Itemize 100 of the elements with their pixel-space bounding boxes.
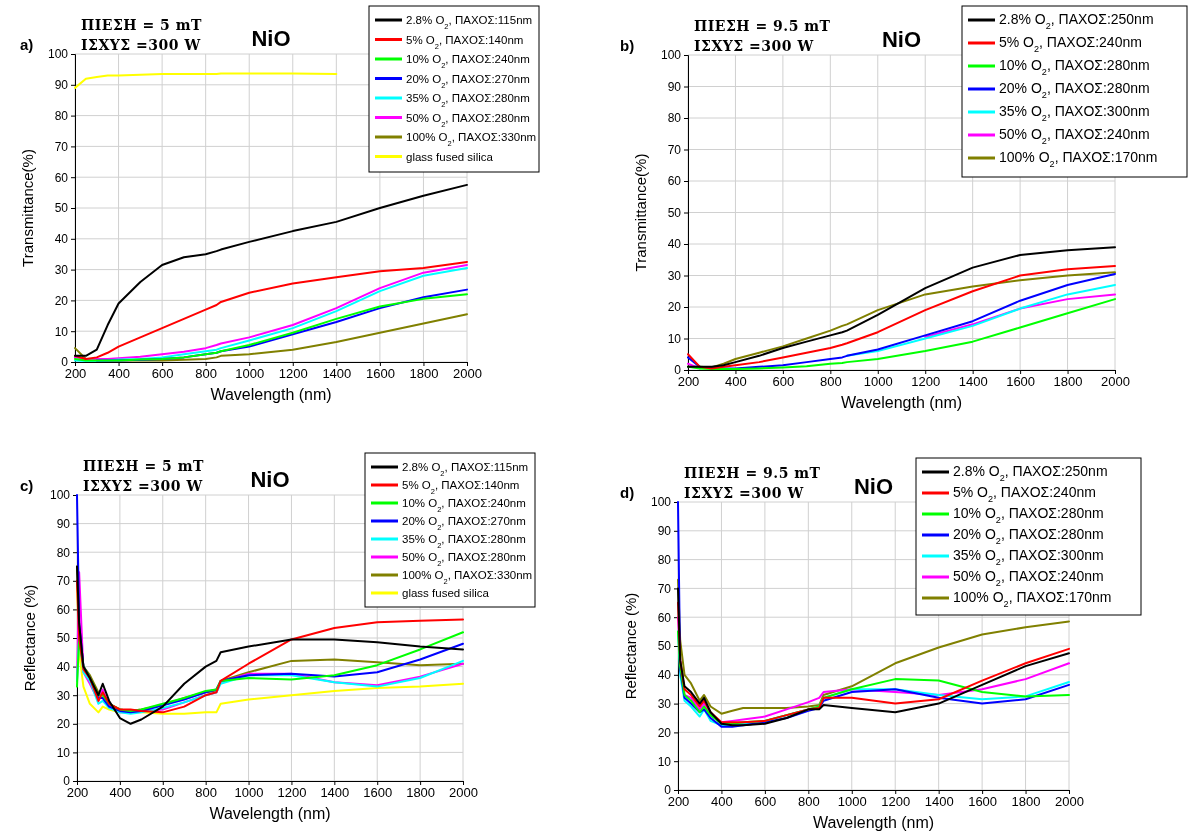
legend-label: 5% O$_{2}$, ΠΑΧΟΣ:240nm — [999, 34, 1142, 54]
text: d) — [620, 484, 635, 501]
y-tick-label: 80 — [667, 111, 682, 126]
x-tick-label: 1000 — [235, 366, 265, 382]
legend-label: 10% O$_{2}$, ΠΑΧΟΣ:280nm — [953, 505, 1104, 525]
text: ΙΣΧΥΣ =300 W — [81, 37, 201, 53]
legend-label: 50% O$_{2}$, ΠΑΧΟΣ:280nm — [406, 111, 530, 128]
legend-label: 10% O$_{2}$, ΠΑΧΟΣ:280nm — [999, 57, 1150, 77]
x-tick-label: 1200 — [881, 794, 911, 810]
y-tick-label: 40 — [54, 232, 69, 247]
y-tick-label: 40 — [667, 237, 682, 252]
x-tick-label: 1800 — [1053, 374, 1083, 390]
x-tick-label: 1000 — [837, 794, 867, 810]
legend-label: 20% O$_{2}$, ΠΑΧΟΣ:270nm — [402, 515, 526, 532]
y-tick-label: 30 — [667, 268, 682, 283]
text: ΙΣΧΥΣ =300 W — [684, 485, 804, 501]
y-tick-label: 40 — [56, 659, 71, 674]
legend-label: 20% O$_{2}$, ΠΑΧΟΣ:270nm — [406, 72, 530, 89]
legend-label: 5% O$_{2}$, ΠΑΧΟΣ:140nm — [406, 33, 524, 50]
legend-label: 20% O$_{2}$, ΠΑΧΟΣ:280nm — [999, 80, 1150, 100]
y-tick-label: 70 — [657, 581, 672, 596]
y-axis-title: Reflectance (%) — [622, 592, 639, 700]
chart-title: NiO — [250, 467, 290, 492]
x-tick-label: 2000 — [1101, 374, 1130, 390]
y-tick-label: 60 — [657, 610, 672, 625]
x-tick-label: 1200 — [278, 366, 308, 382]
text: c) — [20, 477, 34, 494]
legend-label: 5% O$_{2}$, ΠΑΧΟΣ:140nm — [402, 479, 520, 496]
legend-label: 100% O$_{2}$, ΠΑΧΟΣ:330nm — [402, 569, 533, 586]
legend-label: 2.8% O$_{2}$, ΠΑΧΟΣ:250nm — [999, 11, 1154, 31]
text: ΠΙΕΣΗ = 5 mT — [81, 17, 202, 33]
y-axis-title: Transmittance(%) — [19, 149, 36, 267]
y-tick-label: 10 — [657, 754, 672, 769]
y-tick-label: 70 — [54, 139, 69, 154]
x-tick-label: 1400 — [924, 794, 954, 810]
x-tick-label: 1600 — [365, 366, 395, 382]
y-tick-label: 10 — [54, 324, 69, 339]
x-tick-label: 1400 — [958, 374, 988, 390]
legend-label: 100% O$_{2}$, ΠΑΧΟΣ:330nm — [406, 131, 537, 148]
legend-label: 50% O$_{2}$, ΠΑΧΟΣ:240nm — [953, 568, 1104, 588]
x-tick-label: 600 — [754, 794, 777, 810]
y-tick-label: 10 — [667, 331, 682, 346]
x-tick-label: 1000 — [234, 785, 264, 801]
y-axis-title: Reflectance (%) — [21, 584, 38, 692]
y-tick-label: 90 — [667, 79, 682, 94]
y-tick-label: 90 — [54, 78, 69, 93]
y-tick-label: 50 — [657, 639, 672, 654]
text: ΠΙΕΣΗ = 9.5 mT — [694, 18, 831, 34]
text: ΙΣΧΥΣ =300 W — [694, 38, 814, 54]
x-axis-title: Wavelength (nm) — [209, 805, 331, 822]
y-tick-label: 60 — [54, 170, 69, 185]
x-tick-label: 1600 — [1006, 374, 1036, 390]
x-tick-label: 1800 — [406, 785, 436, 801]
legend-label: 35% O$_{2}$, ΠΑΧΟΣ:300nm — [953, 547, 1104, 567]
y-tick-label: 50 — [54, 201, 69, 216]
x-tick-label: 600 — [152, 785, 175, 801]
chart-title: NiO — [881, 27, 922, 52]
x-tick-label: 400 — [725, 374, 747, 390]
x-tick-label: 1200 — [277, 785, 307, 801]
chart-title: NiO — [251, 26, 291, 51]
y-tick-label: 90 — [657, 524, 672, 539]
y-tick-label: 20 — [667, 300, 682, 315]
legend-label: 100% O$_{2}$, ΠΑΧΟΣ:170nm — [953, 589, 1112, 609]
y-tick-label: 20 — [54, 293, 69, 308]
text: ΠΙΕΣΗ = 5 mT — [83, 458, 204, 474]
x-tick-label: 2000 — [449, 785, 478, 801]
y-tick-label: 20 — [56, 717, 71, 732]
x-tick-label: 800 — [819, 374, 842, 390]
x-tick-label: 2000 — [1055, 794, 1084, 810]
x-tick-label: 1600 — [968, 794, 998, 810]
y-tick-label: 50 — [56, 631, 71, 646]
x-tick-label: 1400 — [320, 785, 350, 801]
text: ΠΙΕΣΗ = 9.5 mT — [684, 465, 821, 481]
x-tick-label: 1200 — [911, 374, 941, 390]
legend-label: 2.8% O$_{2}$, ΠΑΧΟΣ:115nm — [406, 14, 533, 31]
x-tick-label: 400 — [109, 785, 132, 801]
text: b) — [620, 37, 635, 54]
line-series — [74, 72, 338, 89]
x-tick-label: 400 — [108, 366, 130, 382]
y-tick-label: 80 — [657, 552, 672, 567]
x-tick-label: 1000 — [863, 374, 893, 390]
y-tick-label: 100 — [49, 488, 71, 503]
x-axis-title: Wavelength (nm) — [840, 394, 963, 411]
y-tick-label: 80 — [54, 108, 69, 123]
y-tick-label: 100 — [650, 495, 672, 510]
y-tick-label: 80 — [56, 545, 71, 560]
chart-title: NiO — [853, 474, 894, 499]
y-tick-label: 70 — [56, 574, 71, 589]
y-tick-label: 30 — [657, 696, 672, 711]
x-tick-label: 1800 — [409, 366, 439, 382]
legend-label: 2.8% O$_{2}$, ΠΑΧΟΣ:115nm — [402, 461, 529, 478]
text: ΙΣΧΥΣ =300 W — [83, 478, 203, 494]
x-tick-label: 1600 — [363, 785, 393, 801]
y-tick-label: 90 — [56, 516, 71, 531]
legend-label: 10% O$_{2}$, ΠΑΧΟΣ:240nm — [406, 53, 530, 70]
x-tick-label: 2000 — [453, 366, 482, 382]
legend-label: 50% O$_{2}$, ΠΑΧΟΣ:240nm — [999, 126, 1150, 146]
x-tick-label: 600 — [151, 366, 174, 382]
x-tick-label: 1400 — [322, 366, 352, 382]
legend-label: 2.8% O$_{2}$, ΠΑΧΟΣ:250nm — [953, 463, 1108, 483]
